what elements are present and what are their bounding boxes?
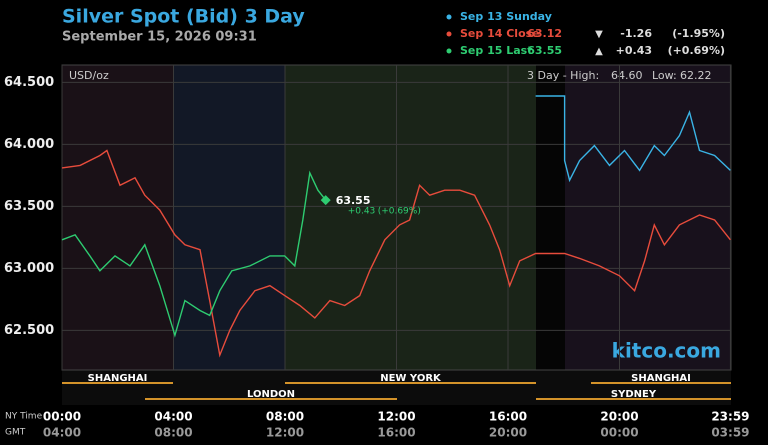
legend-dot	[446, 14, 452, 20]
x-tick-label: 16:00	[489, 410, 527, 424]
x-tick-label: 20:00	[600, 410, 638, 424]
session-label: SYDNEY	[611, 389, 657, 400]
x-row-label: NY Time	[5, 412, 43, 422]
watermark: kitco.com	[612, 339, 721, 363]
region-shade	[565, 65, 731, 370]
y-tick-label: 64.000	[4, 137, 54, 152]
last-change-pct: (+0.69%)	[378, 207, 421, 217]
series-line	[61, 149, 731, 358]
x2-tick-label: 16:00	[377, 426, 415, 440]
range-low-prefix: Low:	[652, 69, 677, 82]
series-line	[61, 170, 327, 338]
last-marker	[320, 195, 331, 206]
session-label: NEW YORK	[380, 373, 442, 384]
x-tick-label: 00:00	[43, 410, 81, 424]
legend-close: 63.55	[527, 44, 562, 57]
session-label: SHANGHAI	[631, 373, 691, 384]
region-shade	[173, 65, 285, 370]
region-shade	[62, 65, 173, 370]
x-tick-label: 23:59	[711, 410, 749, 424]
y-tick-label: 64.500	[4, 75, 54, 90]
x2-tick-label: 04:00	[43, 426, 81, 440]
legend-label: Sep 15 Last	[460, 44, 532, 57]
y-tick-label: 63.000	[4, 261, 54, 276]
chart-subtitle: September 15, 2026 09:31	[62, 30, 257, 45]
x-tick-label: 04:00	[154, 410, 192, 424]
region-shade	[536, 65, 565, 370]
legend-change: +0.43	[616, 44, 652, 57]
legend-label: Sep 14 Close	[460, 27, 540, 40]
x2-tick-label: 00:00	[600, 426, 638, 440]
y-tick-label: 62.500	[4, 323, 54, 338]
last-value: 63.55	[336, 194, 371, 207]
legend-dot	[446, 48, 452, 54]
legend-arrow: ▲	[595, 46, 603, 57]
legend-change-pct: (+0.69%)	[668, 44, 725, 57]
legend-change: -1.26	[620, 27, 652, 40]
last-change: +0.43	[348, 207, 376, 217]
x-tick-label: 08:00	[266, 410, 304, 424]
range-low: 62.22	[680, 69, 712, 82]
legend-arrow: ▼	[595, 29, 603, 40]
legend-change-pct: (-1.95%)	[672, 27, 725, 40]
chart-title: Silver Spot (Bid) 3 Day	[62, 6, 305, 28]
y-unit: USD/oz	[69, 69, 109, 82]
x2-tick-label: 20:00	[489, 426, 527, 440]
session-label: LONDON	[247, 389, 295, 400]
legend-dot	[446, 31, 452, 37]
session-label: SHANGHAI	[88, 373, 148, 384]
range-prefix: 3 Day - High:	[527, 69, 599, 82]
legend-label: Sep 13 Sunday	[460, 10, 552, 23]
x2-tick-label: 03:59	[711, 426, 749, 440]
x-tick-label: 12:00	[377, 410, 415, 424]
legend-close: 63.12	[527, 27, 562, 40]
x2-tick-label: 12:00	[266, 426, 304, 440]
range-high: 64.60	[611, 69, 643, 82]
x2-row-label: GMT	[5, 428, 26, 438]
x2-tick-label: 08:00	[154, 426, 192, 440]
series-line	[535, 95, 731, 183]
y-tick-label: 63.500	[4, 199, 54, 214]
